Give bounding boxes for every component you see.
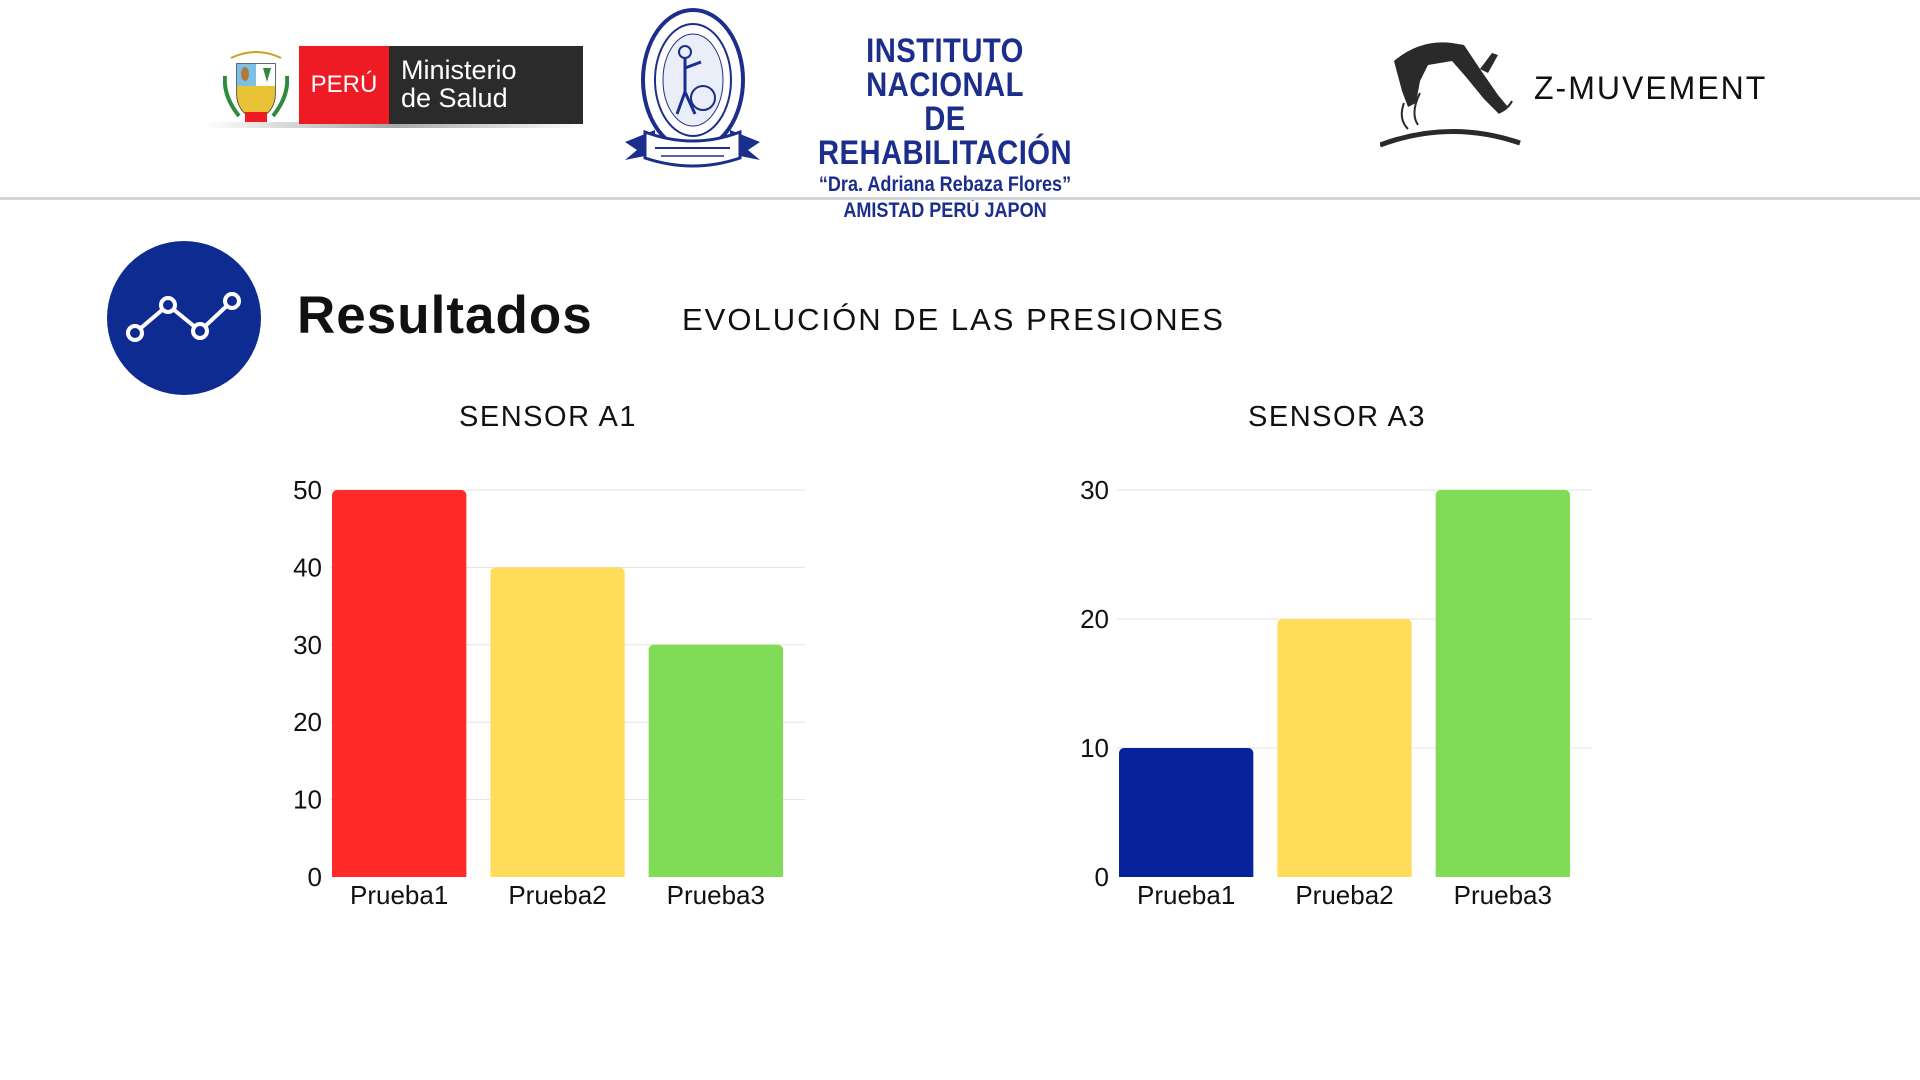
bar-base xyxy=(490,871,625,877)
x-tick-label: Prueba3 xyxy=(1454,880,1552,910)
chart-sensor-a1: 0 10 20 30 40 50 Prueba1 Prueba2 Prueba3 xyxy=(293,475,805,910)
x-tick-label: Prueba3 xyxy=(667,880,765,910)
header: PERÚ Ministerio de Salud INSTITUTO NACIO… xyxy=(0,0,1920,222)
bar-base xyxy=(1435,871,1570,877)
y-tick-label: 20 xyxy=(1080,604,1109,634)
inr-line4: AMISTAD PERÚ JAPON xyxy=(843,199,1047,222)
y-tick-label: 30 xyxy=(1080,475,1109,505)
x-tick-label: Prueba2 xyxy=(1295,880,1393,910)
inr-line1: INSTITUTO NACIONAL xyxy=(866,32,1024,104)
z-muvement-logo-icon xyxy=(1380,42,1521,148)
y-tick-label: 50 xyxy=(293,475,322,505)
line-chart-icon xyxy=(107,241,261,395)
page-title: Resultados xyxy=(297,286,593,345)
x-tick-label: Prueba1 xyxy=(1137,880,1235,910)
inr-seal-icon xyxy=(625,8,760,168)
bar-prueba2 xyxy=(1277,619,1412,877)
bar-prueba3 xyxy=(648,644,783,877)
y-tick-label: 30 xyxy=(293,630,322,660)
ministerio-line2: de Salud xyxy=(401,83,508,113)
chart-2-title: SENSOR A3 xyxy=(1248,401,1426,433)
y-tick-label: 10 xyxy=(1080,733,1109,763)
header-divider xyxy=(0,197,1920,200)
x-tick-label: Prueba2 xyxy=(508,880,606,910)
bar-base xyxy=(1119,871,1254,877)
y-tick-label: 20 xyxy=(293,707,322,737)
chart-sensor-a3: 0 10 20 30 Prueba1 Prueba2 Prueba3 xyxy=(1080,475,1592,910)
bar-prueba1 xyxy=(1119,748,1254,877)
bar-prueba3 xyxy=(1435,490,1570,877)
minsa-logo: PERÚ Ministerio de Salud xyxy=(203,44,583,128)
y-tick-label: 0 xyxy=(1095,862,1109,892)
ministerio-line1: Ministerio xyxy=(401,55,517,85)
inr-line2: DE REHABILITACIÓN xyxy=(817,100,1072,172)
y-tick-label: 0 xyxy=(308,862,322,892)
peru-coat-of-arms-icon xyxy=(223,51,289,122)
y-tick-label: 40 xyxy=(293,552,322,582)
inr-line3: “Dra. Adriana Rebaza Flores” xyxy=(818,173,1072,196)
bar-base xyxy=(648,871,783,877)
bar-base xyxy=(1277,871,1412,877)
page-subtitle: EVOLUCIÓN DE LAS PRESIONES xyxy=(682,302,1225,337)
inr-name: INSTITUTO NACIONAL DE REHABILITACIÓN “Dr… xyxy=(770,34,1120,224)
ministerio-label: Ministerio de Salud xyxy=(389,46,583,124)
bar-base xyxy=(332,871,467,877)
bar-prueba1 xyxy=(332,490,467,877)
y-tick-label: 10 xyxy=(293,785,322,815)
brand-name: Z-MUVEMENT xyxy=(1534,70,1768,106)
peru-label: PERÚ xyxy=(299,46,389,124)
x-tick-label: Prueba1 xyxy=(350,880,448,910)
chart-1-title: SENSOR A1 xyxy=(459,401,637,433)
logo-shadow xyxy=(203,122,583,128)
bar-prueba2 xyxy=(490,567,625,877)
